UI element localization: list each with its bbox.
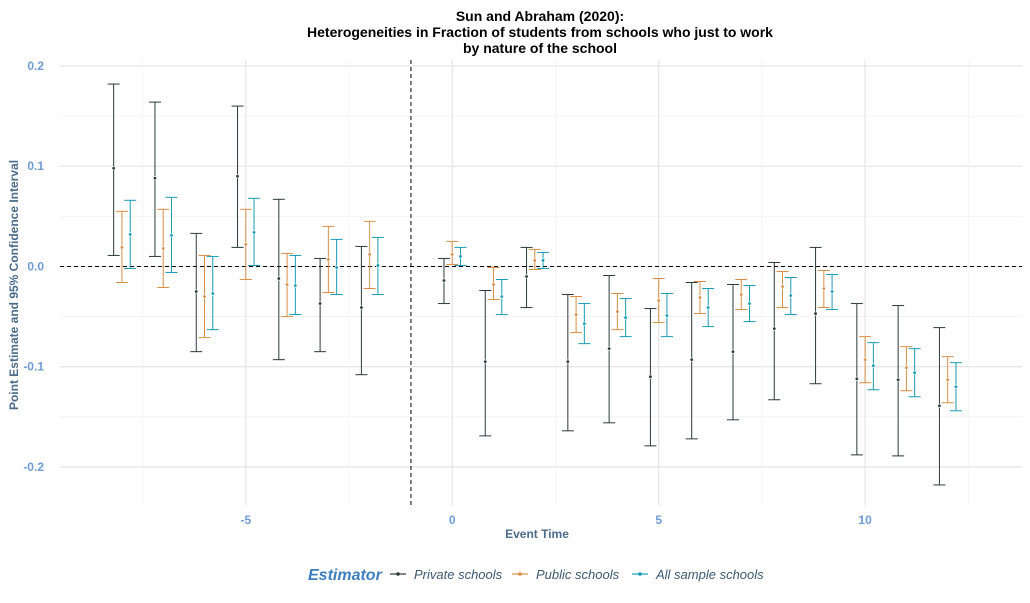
y-tick-label: 0.0: [27, 259, 44, 273]
y-tick-label: 0.1: [27, 159, 44, 173]
point-estimate: [532, 258, 537, 263]
y-axis-ticks: -0.2 -0.1 0.0 0.1 0.2: [23, 59, 44, 474]
x-tick-label: 0: [449, 513, 456, 527]
point-estimate: [276, 276, 281, 281]
grid-lines: [60, 60, 1022, 505]
point-estimate: [565, 359, 570, 364]
point-estimate: [161, 246, 166, 251]
legend-entry-label: Public schools: [536, 567, 620, 582]
point-estimate: [194, 289, 199, 294]
y-axis-title: Point Estimate and 95% Confidence Interv…: [7, 160, 21, 410]
point-estimate: [747, 301, 752, 306]
x-axis-ticks: -5 0 5 10: [240, 513, 872, 527]
point-estimate: [441, 278, 446, 283]
chart-title-line-1: Sun and Abraham (2020):: [456, 8, 624, 24]
point-estimate: [111, 166, 116, 171]
point-estimate: [582, 321, 587, 326]
x-tick-label: 5: [655, 513, 662, 527]
point-estimate: [169, 233, 174, 238]
chart-title: Sun and Abraham (2020): Heterogeneities …: [307, 8, 773, 56]
legend-key-point: [638, 572, 642, 576]
point-estimate: [664, 313, 669, 318]
point-estimate: [119, 245, 124, 250]
point-estimate: [334, 265, 339, 270]
point-estimate: [210, 291, 215, 296]
point-estimate: [293, 283, 298, 288]
point-estimate: [375, 263, 380, 268]
point-estimate: [648, 374, 653, 379]
point-estimate: [821, 286, 826, 291]
legend-title: Estimator: [308, 567, 383, 584]
point-estimate: [656, 298, 661, 303]
point-estimate: [623, 315, 628, 320]
point-estimate: [326, 257, 331, 262]
point-estimate: [499, 294, 504, 299]
series-layer: [107, 83, 962, 486]
point-estimate: [607, 346, 612, 351]
point-estimate: [541, 258, 546, 263]
point-estimate: [318, 301, 323, 306]
x-tick-label: 10: [858, 513, 872, 527]
point-estimate: [706, 305, 711, 310]
point-estimate: [739, 292, 744, 297]
series-public-schools: [115, 208, 954, 404]
reference-lines: [60, 60, 1022, 505]
point-estimate: [202, 294, 207, 299]
point-estimate: [854, 376, 859, 381]
point-estimate: [689, 357, 694, 362]
point-estimate: [458, 254, 463, 259]
point-estimate: [574, 312, 579, 317]
point-estimate: [524, 274, 529, 279]
point-estimate: [243, 242, 248, 247]
point-estimate: [359, 305, 364, 310]
point-estimate: [937, 403, 942, 408]
point-estimate: [615, 309, 620, 314]
point-estimate: [780, 284, 785, 289]
point-estimate: [128, 232, 133, 237]
point-estimate: [235, 174, 240, 179]
legend-key-point: [518, 572, 522, 576]
point-estimate: [813, 311, 818, 316]
x-tick-label: -5: [240, 513, 251, 527]
point-estimate: [730, 349, 735, 354]
series-private-schools: [107, 83, 946, 486]
point-estimate: [450, 252, 455, 257]
point-estimate: [285, 282, 290, 287]
legend: Estimator Private schools Public schools A…: [308, 567, 764, 584]
point-estimate: [830, 289, 835, 294]
series-all-sample-schools: [124, 196, 962, 412]
point-estimate: [896, 377, 901, 382]
point-estimate: [367, 252, 372, 257]
point-estimate: [491, 282, 496, 287]
point-estimate: [788, 293, 793, 298]
point-estimate: [953, 384, 958, 389]
x-axis-title: Event Time: [505, 527, 569, 541]
chart-title-line-2: Heterogeneities in Fraction of students …: [307, 24, 773, 40]
y-tick-label: 0.2: [27, 59, 44, 73]
point-estimate: [863, 357, 868, 362]
point-estimate: [152, 176, 157, 181]
point-estimate: [697, 295, 702, 300]
legend-entry-label: All sample schools: [655, 567, 764, 582]
legend-entry-label: Private schools: [414, 567, 503, 582]
point-estimate: [483, 359, 488, 364]
point-estimate: [252, 230, 257, 235]
point-estimate: [871, 363, 876, 368]
point-estimate: [912, 370, 917, 375]
point-estimate: [772, 326, 777, 331]
point-estimate: [945, 377, 950, 382]
legend-key-point: [396, 572, 400, 576]
y-tick-label: -0.1: [23, 360, 44, 374]
y-tick-label: -0.2: [23, 460, 44, 474]
chart-title-line-3: by nature of the school: [463, 40, 617, 56]
point-estimate: [904, 365, 909, 370]
